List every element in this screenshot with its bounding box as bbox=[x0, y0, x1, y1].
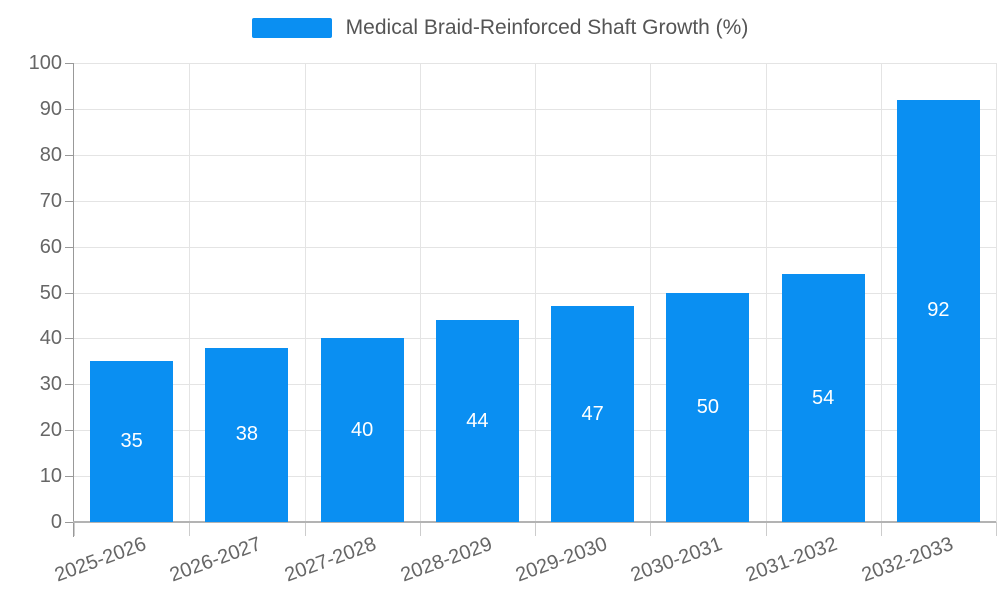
legend-label: Medical Braid-Reinforced Shaft Growth (%… bbox=[345, 16, 749, 39]
bar-value-label: 40 bbox=[351, 418, 374, 441]
gridline-x bbox=[535, 63, 536, 522]
x-axis-tick-label: 2026-2027 bbox=[166, 533, 265, 587]
bar-value-label: 35 bbox=[120, 430, 143, 453]
y-axis-tick bbox=[65, 522, 74, 523]
y-axis-tick bbox=[65, 338, 74, 340]
y-axis-tick-label: 10 bbox=[39, 465, 62, 488]
x-axis-tick bbox=[189, 522, 191, 536]
y-axis-tick bbox=[65, 476, 74, 478]
legend-item[interactable]: Medical Braid-Reinforced Shaft Growth (%… bbox=[0, 16, 1000, 40]
bar[interactable]: 44 bbox=[435, 320, 519, 522]
bar-value-label: 92 bbox=[927, 299, 950, 322]
x-axis-tick-label: 2028-2029 bbox=[397, 533, 495, 587]
bar-value-label: 38 bbox=[235, 423, 258, 446]
y-axis-tick bbox=[65, 292, 74, 294]
x-axis-tick-label: 2027-2028 bbox=[282, 533, 380, 587]
y-axis-tick-label: 40 bbox=[39, 327, 62, 350]
bar[interactable]: 40 bbox=[320, 338, 404, 522]
bar[interactable]: 92 bbox=[896, 99, 980, 522]
x-axis-tick-label: 2029-2030 bbox=[512, 533, 611, 587]
bar[interactable]: 54 bbox=[781, 274, 865, 522]
gridline-x bbox=[419, 63, 421, 522]
y-axis-tick-label: 60 bbox=[39, 235, 62, 258]
y-axis-tick bbox=[65, 246, 74, 248]
x-axis-tick bbox=[765, 522, 767, 536]
y-axis-tick-label: 0 bbox=[50, 511, 62, 533]
y-axis-tick-label: 90 bbox=[39, 97, 62, 120]
y-axis-tick bbox=[65, 384, 74, 386]
y-axis-tick bbox=[65, 108, 74, 110]
y-axis-tick-label: 30 bbox=[39, 373, 62, 396]
y-axis-tick-label: 50 bbox=[39, 281, 62, 304]
x-axis-tick bbox=[996, 522, 997, 536]
bar[interactable]: 35 bbox=[90, 361, 174, 522]
x-axis-tick bbox=[880, 522, 882, 536]
x-axis-tick-label: 2025-2026 bbox=[51, 533, 150, 587]
bar[interactable]: 47 bbox=[551, 306, 635, 522]
bar[interactable]: 50 bbox=[666, 292, 750, 522]
y-axis-tick bbox=[65, 154, 74, 156]
y-axis-tick bbox=[65, 63, 74, 64]
x-axis-tick bbox=[535, 522, 536, 536]
x-axis-tick bbox=[74, 522, 75, 536]
x-axis-tick-label: 2031-2032 bbox=[743, 533, 841, 587]
y-axis-line bbox=[73, 63, 74, 537]
x-axis-tick-label: 2032-2033 bbox=[858, 533, 956, 587]
x-axis-tick-label: 2030-2031 bbox=[627, 533, 726, 587]
gridline-x bbox=[880, 63, 882, 522]
gridline-x bbox=[189, 63, 191, 522]
y-axis-tick-label: 70 bbox=[39, 189, 62, 212]
gridline-x bbox=[304, 63, 306, 522]
x-axis-tick bbox=[650, 522, 652, 536]
bar[interactable]: 38 bbox=[205, 347, 289, 522]
y-axis-tick-label: 80 bbox=[39, 143, 62, 166]
bar-value-label: 54 bbox=[812, 386, 835, 409]
x-axis-tick bbox=[304, 522, 306, 536]
bar-value-label: 44 bbox=[466, 409, 489, 432]
x-axis-tick bbox=[419, 522, 421, 536]
y-axis-tick bbox=[65, 430, 74, 432]
gridline-x bbox=[996, 63, 997, 522]
legend-swatch-icon[interactable] bbox=[251, 18, 332, 38]
gridline-x bbox=[765, 63, 767, 522]
y-axis-tick bbox=[65, 200, 74, 202]
bar-value-label: 47 bbox=[581, 402, 604, 425]
y-axis-tick-label: 100 bbox=[28, 52, 62, 74]
x-axis-line bbox=[73, 521, 996, 523]
gridline-x bbox=[650, 63, 652, 522]
bar-value-label: 50 bbox=[696, 395, 719, 418]
y-axis-tick-label: 20 bbox=[39, 419, 62, 442]
